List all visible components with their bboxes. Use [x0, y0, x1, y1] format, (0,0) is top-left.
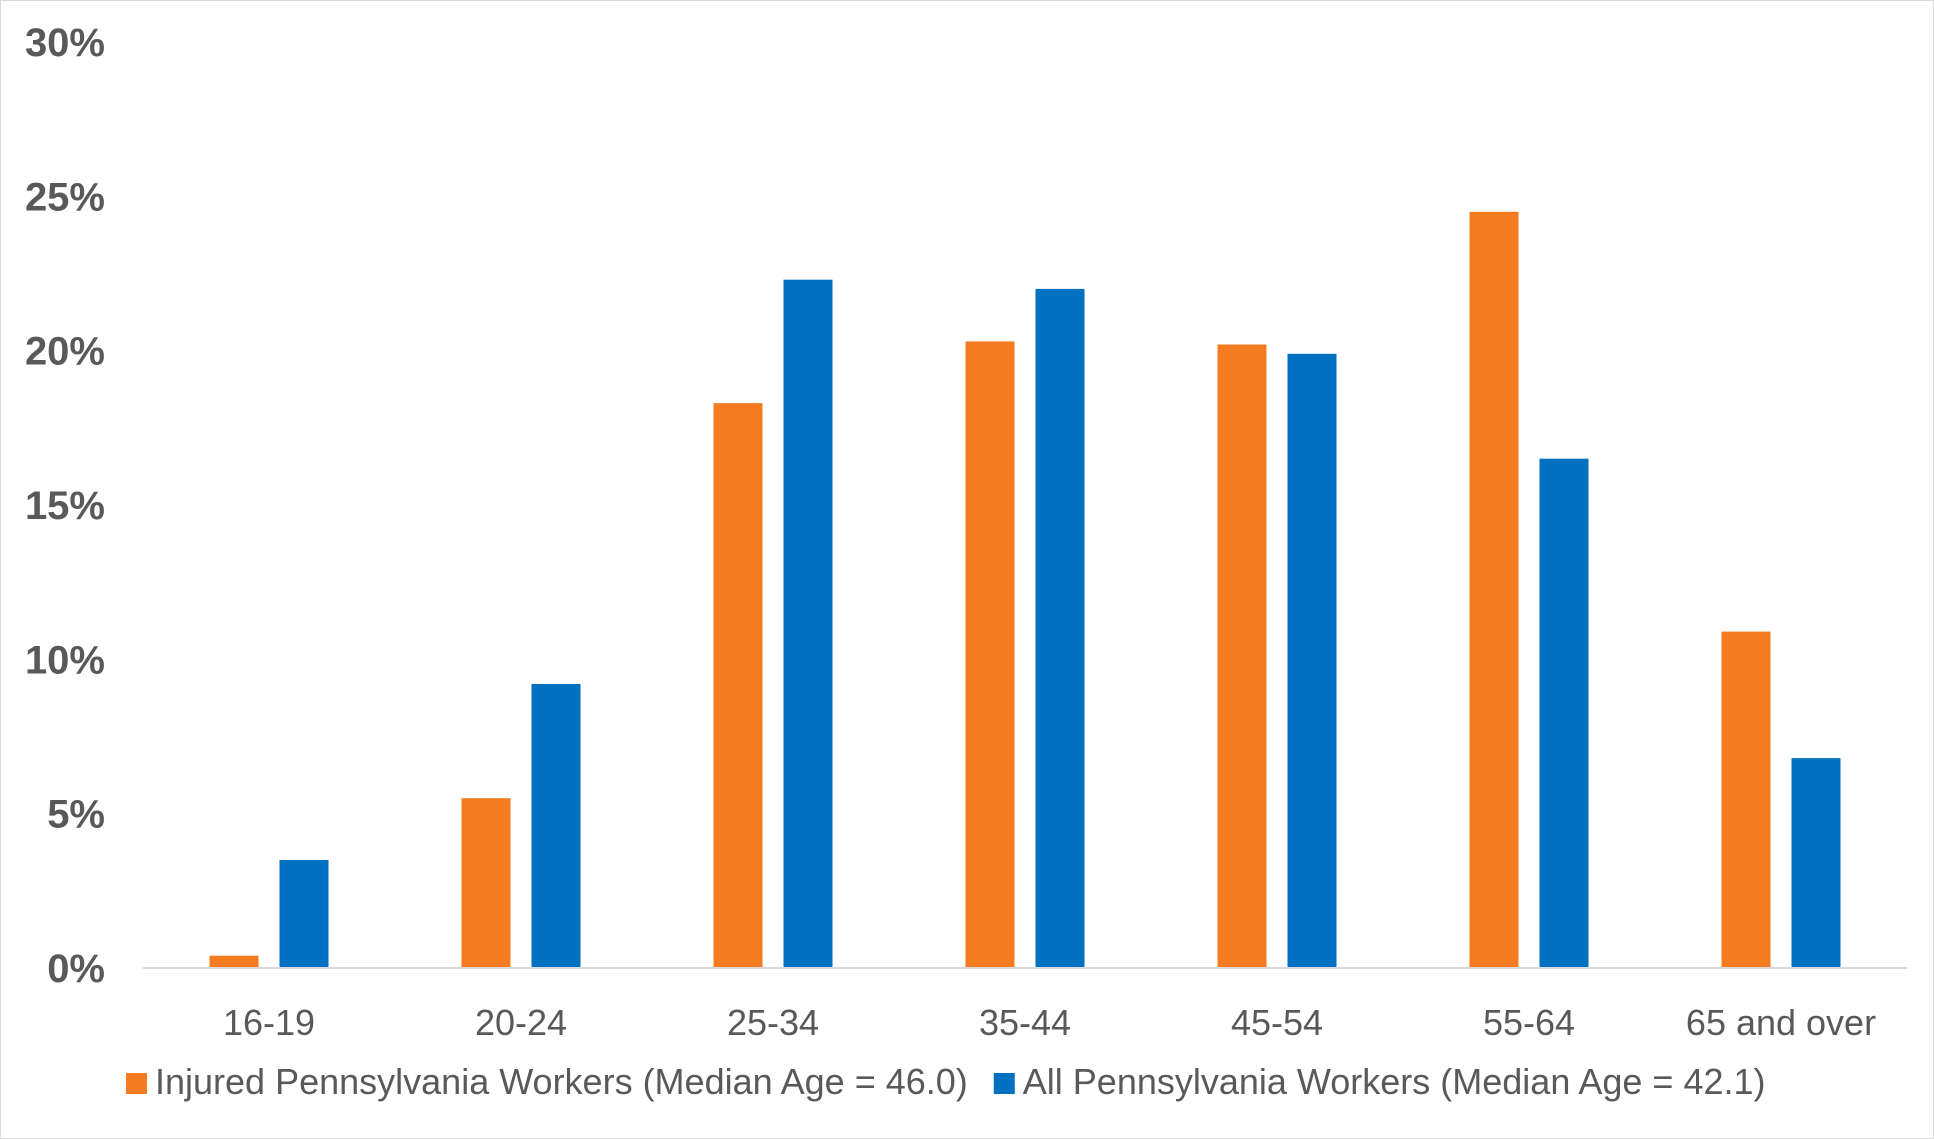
y-tick-label: 25% — [25, 175, 105, 219]
bar-injured-65-and-over — [1721, 631, 1771, 968]
y-tick-label: 20% — [25, 330, 105, 374]
bar-injured-45-54 — [1217, 344, 1267, 968]
legend-label-all: All Pennsylvania Workers (Median Age = 4… — [1023, 1061, 1766, 1102]
legend-label-injured: Injured Pennsylvania Workers (Median Age… — [155, 1061, 968, 1102]
bar-all-35-44 — [1035, 288, 1085, 968]
x-tick-label: 25-34 — [727, 1002, 819, 1043]
bar-injured-25-34 — [713, 403, 763, 969]
bars — [209, 211, 1841, 969]
x-tick-label: 65 and over — [1686, 1002, 1876, 1043]
y-axis: 0% 5% 10% 15% 20% 25% 30% — [25, 21, 105, 991]
bar-injured-16-19 — [209, 955, 259, 968]
x-axis: 16-19 20-24 25-34 35-44 45-54 55-64 65 and ove… — [223, 1002, 1876, 1043]
x-tick-label: 16-19 — [223, 1002, 315, 1043]
y-tick-label: 30% — [25, 21, 105, 65]
y-tick-label: 15% — [25, 484, 105, 528]
legend-swatch-injured — [126, 1073, 147, 1094]
bar-all-55-64 — [1539, 458, 1589, 968]
y-tick-label: 10% — [25, 638, 105, 682]
bar-all-16-19 — [279, 860, 329, 968]
y-tick-label: 5% — [47, 793, 105, 837]
bar-all-25-34 — [783, 279, 833, 968]
legend: Injured Pennsylvania Workers (Median Age… — [126, 1061, 1766, 1102]
bar-injured-20-24 — [461, 798, 511, 968]
x-tick-label: 55-64 — [1483, 1002, 1575, 1043]
x-tick-label: 20-24 — [475, 1002, 567, 1043]
y-tick-label: 0% — [47, 947, 105, 991]
bar-all-20-24 — [531, 684, 581, 968]
legend-swatch-all — [993, 1073, 1015, 1094]
bar-injured-35-44 — [965, 341, 1015, 968]
bar-all-65-and-over — [1791, 758, 1841, 968]
bar-injured-55-64 — [1469, 211, 1519, 969]
bar-all-45-54 — [1287, 353, 1337, 968]
x-tick-label: 45-54 — [1231, 1002, 1323, 1043]
x-tick-label: 35-44 — [979, 1002, 1071, 1043]
